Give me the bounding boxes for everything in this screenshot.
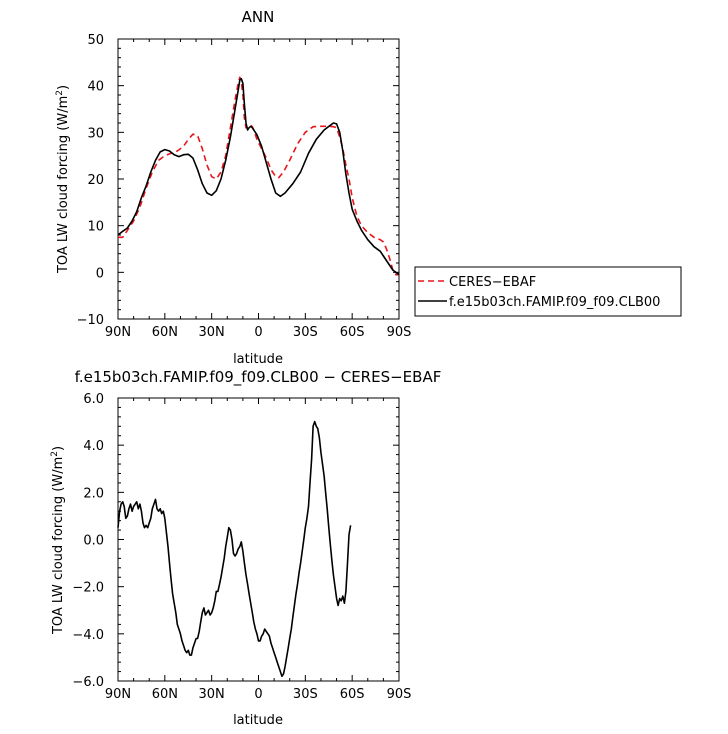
bottom-x-tick-label: 30S [293, 687, 318, 702]
top-x-tick-label: 90S [387, 325, 412, 340]
top-x-tick-label: 60N [152, 325, 178, 340]
top-panel: ANN 90N 60N 30N 0 30S 60S 90S −10 0 10 20 30 40 50 la… [55, 8, 411, 367]
bottom-panel: f.e15b03ch.FAMIP.f09_f09.CLB00 − CERES−E… [50, 368, 441, 728]
bottom-x-tick-label: 0 [254, 687, 262, 702]
top-x-tick-label: 30S [293, 325, 318, 340]
top-x-tick-label: 30N [199, 325, 225, 340]
bottom-chart-title: f.e15b03ch.FAMIP.f09_f09.CLB00 − CERES−E… [75, 368, 442, 387]
bottom-y-tick-label: −6.0 [72, 675, 104, 690]
bottom-series-line-0 [117, 420, 352, 678]
top-x-tick-label: 90N [105, 325, 131, 340]
bottom-y-tick-label: −4.0 [72, 628, 104, 643]
top-y-tick-label: 20 [87, 173, 104, 188]
legend-box [414, 266, 682, 317]
bottom-x-tick-label: 90S [387, 687, 412, 702]
top-y-tick-label: 50 [87, 33, 104, 48]
bottom-y-tick-label: −2.0 [72, 581, 104, 596]
top-y-tick-label: 30 [87, 126, 104, 141]
bottom-axis-ticks: 90N 60N 30N 0 30S 60S 90S −6.0 −4.0 −2.0 0.0 2.0 4.0… [72, 392, 411, 702]
legend: CERES−EBAF f.e15b03ch.FAMIP.f09_f09.CLB0… [414, 266, 682, 317]
bottom-y-axis-label: TOA LW cloud forcing (W/m2) [50, 446, 66, 635]
bottom-y-tick-label: 0.0 [83, 534, 104, 549]
bottom-x-tick-label: 60S [340, 687, 365, 702]
top-y-tick-label: −10 [77, 313, 104, 328]
bottom-x-tick-label: 90N [105, 687, 131, 702]
bottom-y-tick-label: 2.0 [83, 486, 104, 501]
legend-label-ceres: CERES−EBAF [449, 275, 536, 290]
top-x-tick-label: 0 [254, 325, 262, 340]
top-series-lines [117, 76, 400, 276]
top-plot-frame [117, 38, 400, 320]
top-x-tick-label: 60S [340, 325, 365, 340]
top-y-tick-label: 10 [87, 220, 104, 235]
top-y-tick-label: 0 [96, 266, 104, 281]
bottom-x-axis-label: latitude [233, 713, 283, 728]
top-y-tick-label: 40 [87, 80, 104, 95]
top-series-line-0 [118, 76, 399, 276]
top-y-axis-label: TOA LW cloud forcing (W/m2) [55, 85, 71, 274]
bottom-y-tick-label: 4.0 [83, 439, 104, 454]
bottom-series-lines [117, 420, 352, 678]
bottom-y-tick-label: 6.0 [83, 392, 104, 407]
top-series-line-1 [117, 77, 400, 276]
bottom-x-tick-label: 30N [199, 687, 225, 702]
legend-label-model: f.e15b03ch.FAMIP.f09_f09.CLB00 [449, 295, 660, 310]
top-axis-ticks: 90N 60N 30N 0 30S 60S 90S −10 0 10 20 30 40 50 [77, 33, 412, 340]
top-x-axis-label: latitude [233, 352, 283, 367]
top-chart-title: ANN [242, 8, 275, 26]
bottom-x-tick-label: 60N [152, 687, 178, 702]
